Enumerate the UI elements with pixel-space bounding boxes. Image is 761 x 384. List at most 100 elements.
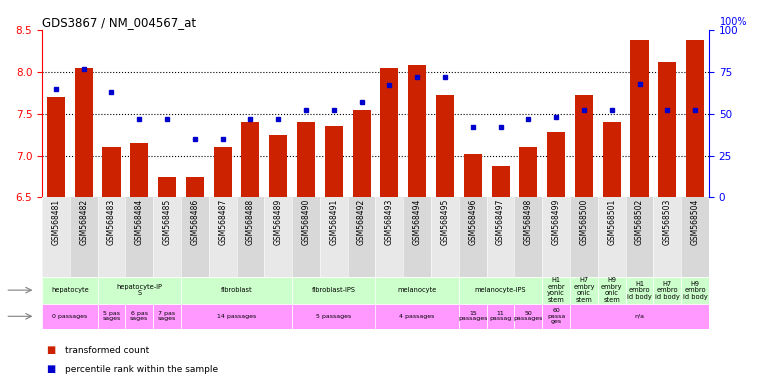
Text: GSM568493: GSM568493	[385, 199, 394, 245]
Bar	[459, 304, 487, 329]
Bar	[153, 304, 181, 329]
Text: hepatocyte-iP
S: hepatocyte-iP S	[116, 284, 162, 296]
Bar	[97, 277, 181, 304]
Text: GSM568502: GSM568502	[635, 199, 644, 245]
Bar	[325, 126, 343, 197]
Bar	[380, 68, 399, 197]
Text: GSM568482: GSM568482	[79, 199, 88, 245]
Bar	[598, 277, 626, 304]
Text: GSM568494: GSM568494	[412, 199, 422, 245]
Bar	[292, 304, 375, 329]
Text: H7
embro
id body: H7 embro id body	[655, 281, 680, 300]
Bar	[181, 304, 292, 329]
Bar	[264, 197, 292, 277]
Text: 6 pas
sages: 6 pas sages	[130, 311, 148, 321]
Bar	[375, 277, 459, 304]
Bar	[292, 197, 320, 277]
Text: ■: ■	[46, 364, 55, 374]
Bar	[241, 122, 260, 197]
Text: H9
embro
id body: H9 embro id body	[683, 281, 708, 300]
Text: GSM568500: GSM568500	[579, 199, 588, 245]
Bar	[654, 277, 681, 304]
Text: GSM568503: GSM568503	[663, 199, 672, 245]
Text: H9
embry
onic
stem: H9 embry onic stem	[601, 277, 622, 303]
Bar	[352, 109, 371, 197]
Bar	[543, 277, 570, 304]
Bar	[681, 277, 709, 304]
Bar	[570, 304, 709, 329]
Bar	[153, 197, 181, 277]
Bar	[70, 197, 97, 277]
Text: GSM568504: GSM568504	[690, 199, 699, 245]
Text: n/a: n/a	[635, 314, 645, 319]
Bar	[158, 177, 176, 197]
Bar	[181, 197, 209, 277]
Text: 50
passages: 50 passages	[514, 311, 543, 321]
Text: GSM568487: GSM568487	[218, 199, 227, 245]
Bar	[348, 197, 375, 277]
Bar	[459, 277, 543, 304]
Text: percentile rank within the sample: percentile rank within the sample	[65, 365, 218, 374]
Text: GSM568486: GSM568486	[190, 199, 199, 245]
Text: GSM568483: GSM568483	[107, 199, 116, 245]
Bar	[543, 304, 570, 329]
Bar	[459, 197, 487, 277]
Bar	[463, 154, 482, 197]
Bar	[631, 40, 648, 197]
Bar	[408, 65, 426, 197]
Text: 4 passages: 4 passages	[400, 314, 435, 319]
Bar	[487, 304, 514, 329]
Text: 100%: 100%	[721, 17, 748, 27]
Bar	[543, 197, 570, 277]
Bar	[126, 197, 153, 277]
Text: GSM568498: GSM568498	[524, 199, 533, 245]
Bar	[514, 304, 543, 329]
Bar	[658, 62, 677, 197]
Text: GSM568484: GSM568484	[135, 199, 144, 245]
Text: GSM568501: GSM568501	[607, 199, 616, 245]
Bar	[42, 197, 70, 277]
Bar	[547, 132, 565, 197]
Bar	[603, 122, 621, 197]
Text: melanocyte: melanocyte	[397, 287, 437, 293]
Bar	[97, 197, 126, 277]
Bar	[686, 40, 704, 197]
Bar	[681, 197, 709, 277]
Text: 0 passages: 0 passages	[53, 314, 88, 319]
Bar	[75, 68, 93, 197]
Text: GSM568481: GSM568481	[52, 199, 60, 245]
Text: GSM568496: GSM568496	[468, 199, 477, 245]
Bar	[431, 197, 459, 277]
Bar	[130, 143, 148, 197]
Bar	[654, 197, 681, 277]
Text: 11
passag: 11 passag	[489, 311, 511, 321]
Text: transformed count: transformed count	[65, 346, 149, 354]
Bar	[47, 97, 65, 197]
Text: fibroblast-IPS: fibroblast-IPS	[312, 287, 356, 293]
Text: H7
embry
onic
stem: H7 embry onic stem	[573, 277, 594, 303]
Bar	[570, 277, 598, 304]
Text: 5 pas
sages: 5 pas sages	[102, 311, 120, 321]
Bar	[297, 122, 315, 197]
Bar	[42, 277, 97, 304]
Bar	[626, 277, 654, 304]
Text: GDS3867 / NM_004567_at: GDS3867 / NM_004567_at	[42, 16, 196, 29]
Bar	[42, 304, 97, 329]
Text: 5 passages: 5 passages	[316, 314, 352, 319]
Text: H1
embr
yonic
stem: H1 embr yonic stem	[547, 277, 565, 303]
Text: 60
passa
ges: 60 passa ges	[547, 308, 565, 324]
Text: H1
embro
id body: H1 embro id body	[627, 281, 652, 300]
Bar	[375, 197, 403, 277]
Text: hepatocyte: hepatocyte	[51, 287, 89, 293]
Text: fibroblast: fibroblast	[221, 287, 253, 293]
Bar	[97, 304, 126, 329]
Text: GSM568495: GSM568495	[441, 199, 450, 245]
Bar	[292, 277, 375, 304]
Text: GSM568492: GSM568492	[357, 199, 366, 245]
Bar	[186, 177, 204, 197]
Bar	[514, 197, 543, 277]
Bar	[626, 197, 654, 277]
Text: GSM568491: GSM568491	[330, 199, 339, 245]
Bar	[126, 304, 153, 329]
Bar	[181, 277, 292, 304]
